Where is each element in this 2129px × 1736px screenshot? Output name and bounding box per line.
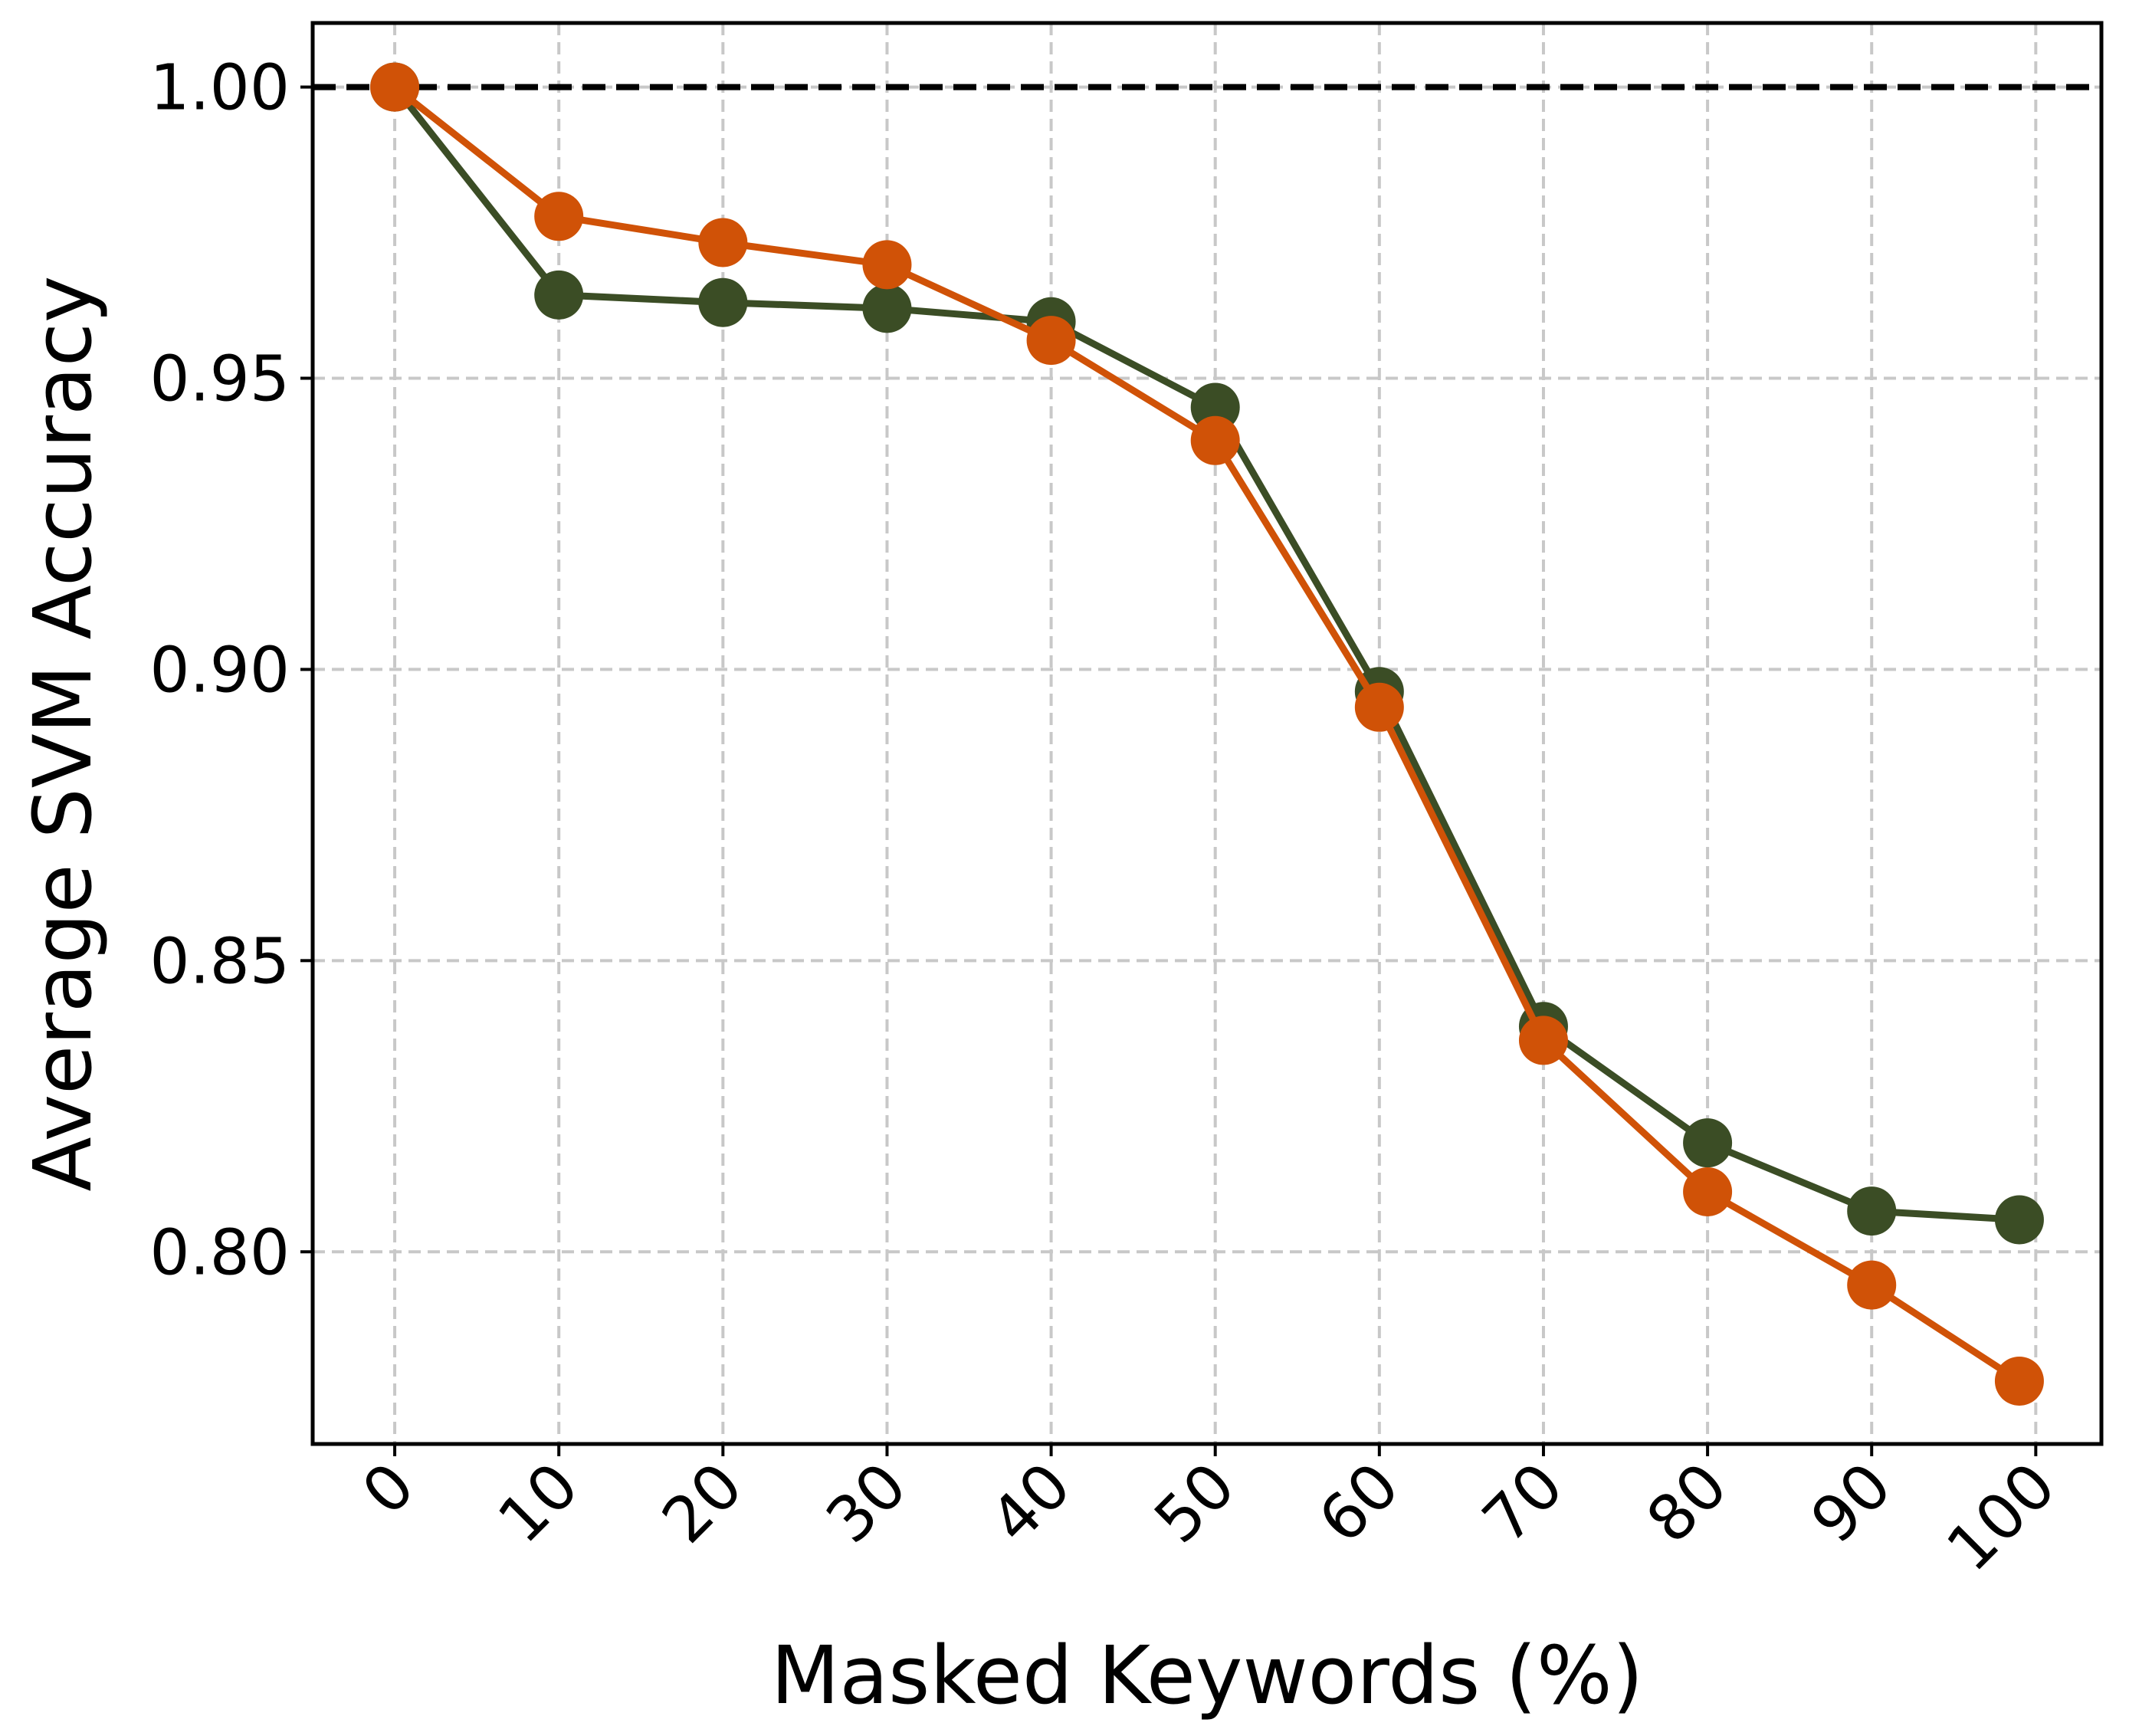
series-1-point-10 (1994, 1195, 2044, 1245)
series-group (370, 62, 2044, 1406)
y-tick-label-0.95: 0.95 (149, 343, 290, 416)
x-axis-title: Masked Keywords (%) (771, 1629, 1644, 1722)
series-2-point-6 (1354, 682, 1404, 732)
series-1-point-9 (1847, 1186, 1897, 1236)
series-2-point-3 (862, 240, 912, 290)
series-2 (370, 62, 2044, 1406)
series-1-point-1 (534, 270, 584, 320)
series-1-point-8 (1683, 1118, 1733, 1168)
series-2-point-8 (1683, 1167, 1733, 1216)
y-tick-label-1.00: 1.00 (149, 52, 290, 125)
series-2-point-5 (1190, 415, 1240, 465)
series-2-point-0 (370, 62, 420, 112)
y-axis-title: Average SVM Accuracy (16, 276, 110, 1192)
series-2-point-7 (1518, 1016, 1568, 1065)
series-2-point-4 (1026, 316, 1076, 366)
series-2-point-9 (1847, 1260, 1897, 1310)
y-tick-label-0.90: 0.90 (149, 634, 290, 707)
plot-frame (310, 21, 2104, 1446)
y-tick-label-0.85: 0.85 (149, 925, 290, 998)
series-1-point-3 (862, 284, 912, 333)
series-1-point-2 (698, 277, 748, 327)
axis-ticks (300, 85, 2038, 1456)
series-2-point-1 (534, 192, 584, 241)
y-tick-label-0.80: 0.80 (149, 1216, 290, 1289)
series-2-point-2 (698, 218, 748, 267)
series-2-point-10 (1994, 1356, 2044, 1406)
